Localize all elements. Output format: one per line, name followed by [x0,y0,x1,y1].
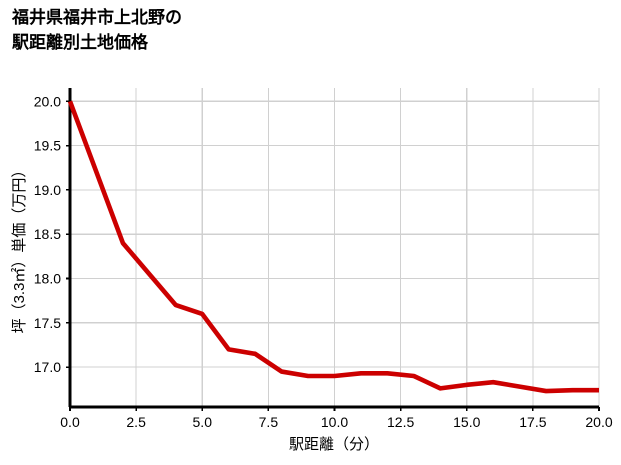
chart-title: 福井県福井市上北野の 駅距離別土地価格 [12,6,532,55]
x-tick-labels-group: 0.0 2.5 5.0 7.5 10.0 12.5 15.0 17.5 20.0 [60,414,613,430]
x-axis-title: 駅距離（分） [289,435,379,453]
y-tick-label: 17.5 [34,315,61,331]
y-tick-label: 19.0 [34,182,61,198]
x-tick-label: 15.0 [453,414,480,430]
y-tick-label: 18.5 [34,226,61,242]
x-tick-label: 10.0 [321,414,348,430]
y-axis-title: 坪（3.3㎡）単価（万円） [11,163,28,334]
x-tick-label: 17.5 [519,414,546,430]
data-series-group [67,100,599,394]
x-tick-label: 7.5 [259,414,279,430]
price-line-series [67,100,599,394]
x-tick-label: 2.5 [126,414,146,430]
y-tick-label: 17.0 [34,359,61,375]
chart-title-line-2: 駅距離別土地価格 [12,32,148,52]
axis-spines-group [68,88,599,409]
x-tick-label: 20.0 [585,414,612,430]
gridlines-group [66,100,599,368]
x-tick-label: 0.0 [60,414,80,430]
y-tick-label: 19.5 [34,138,61,154]
y-tick-labels-group: 17.0 17.5 18.0 18.5 19.0 19.5 20.0 [34,93,61,375]
y-tick-label: 18.0 [34,271,61,287]
chart-title-line-1: 福井県福井市上北野の [12,8,182,27]
x-gridlines-group [69,88,600,411]
x-tick-label: 5.0 [193,414,213,430]
y-tick-label: 20.0 [34,93,61,109]
x-tick-label: 12.5 [387,414,414,430]
